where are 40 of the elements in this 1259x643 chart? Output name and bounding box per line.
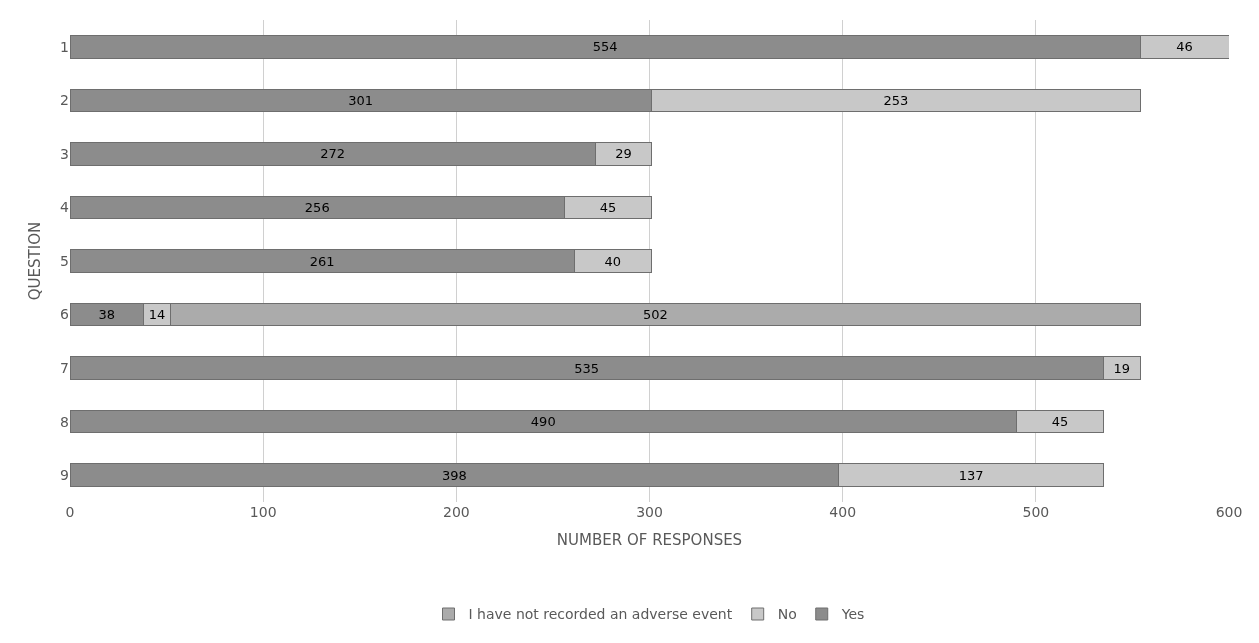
- data-label: 398: [441, 467, 467, 483]
- data-label: 40: [604, 253, 622, 269]
- x-tick-label: 200: [442, 504, 470, 520]
- y-tick-label: 1: [60, 38, 69, 55]
- data-label: 38: [98, 307, 115, 323]
- legend-label: No: [777, 606, 797, 623]
- y-tick-label: 8: [60, 413, 69, 430]
- data-label: 272: [320, 146, 346, 162]
- legend-label: Yes: [840, 606, 865, 623]
- x-tick-label: 100: [249, 504, 277, 520]
- y-tick-label: 2: [60, 92, 69, 109]
- y-tick-label: 7: [60, 360, 69, 377]
- data-label: 45: [1051, 414, 1069, 430]
- legend-label: I have not recorded an adverse event: [468, 606, 733, 623]
- data-label: 137: [958, 467, 984, 483]
- data-label: 535: [574, 360, 600, 376]
- data-label: 261: [309, 253, 335, 269]
- x-tick-label: 0: [65, 504, 75, 520]
- y-tick-label: 6: [60, 306, 70, 323]
- x-tick-label: 500: [1022, 504, 1050, 520]
- data-label: 253: [883, 92, 909, 108]
- y-tick-label: 5: [60, 252, 69, 269]
- data-label: 29: [615, 146, 632, 162]
- data-label: 14: [148, 307, 166, 323]
- x-tick-label: 600: [1215, 504, 1243, 520]
- data-label: 490: [530, 414, 556, 430]
- y-tick-label: 3: [60, 145, 69, 162]
- data-label: 502: [642, 307, 668, 323]
- x-tick-label: 300: [636, 504, 663, 520]
- data-label: 45: [599, 199, 617, 215]
- data-label: 554: [592, 39, 618, 55]
- data-label: 19: [1113, 360, 1131, 376]
- y-axis-title: QUESTION: [26, 221, 45, 301]
- x-tick-label: 400: [829, 504, 857, 520]
- data-label: 301: [348, 92, 374, 108]
- y-tick-label: 4: [60, 199, 70, 216]
- data-label: 46: [1176, 39, 1193, 55]
- data-label: 256: [304, 199, 330, 215]
- x-axis-title: NUMBER OF RESPONSES: [556, 531, 743, 549]
- y-tick-label: 9: [60, 467, 69, 484]
